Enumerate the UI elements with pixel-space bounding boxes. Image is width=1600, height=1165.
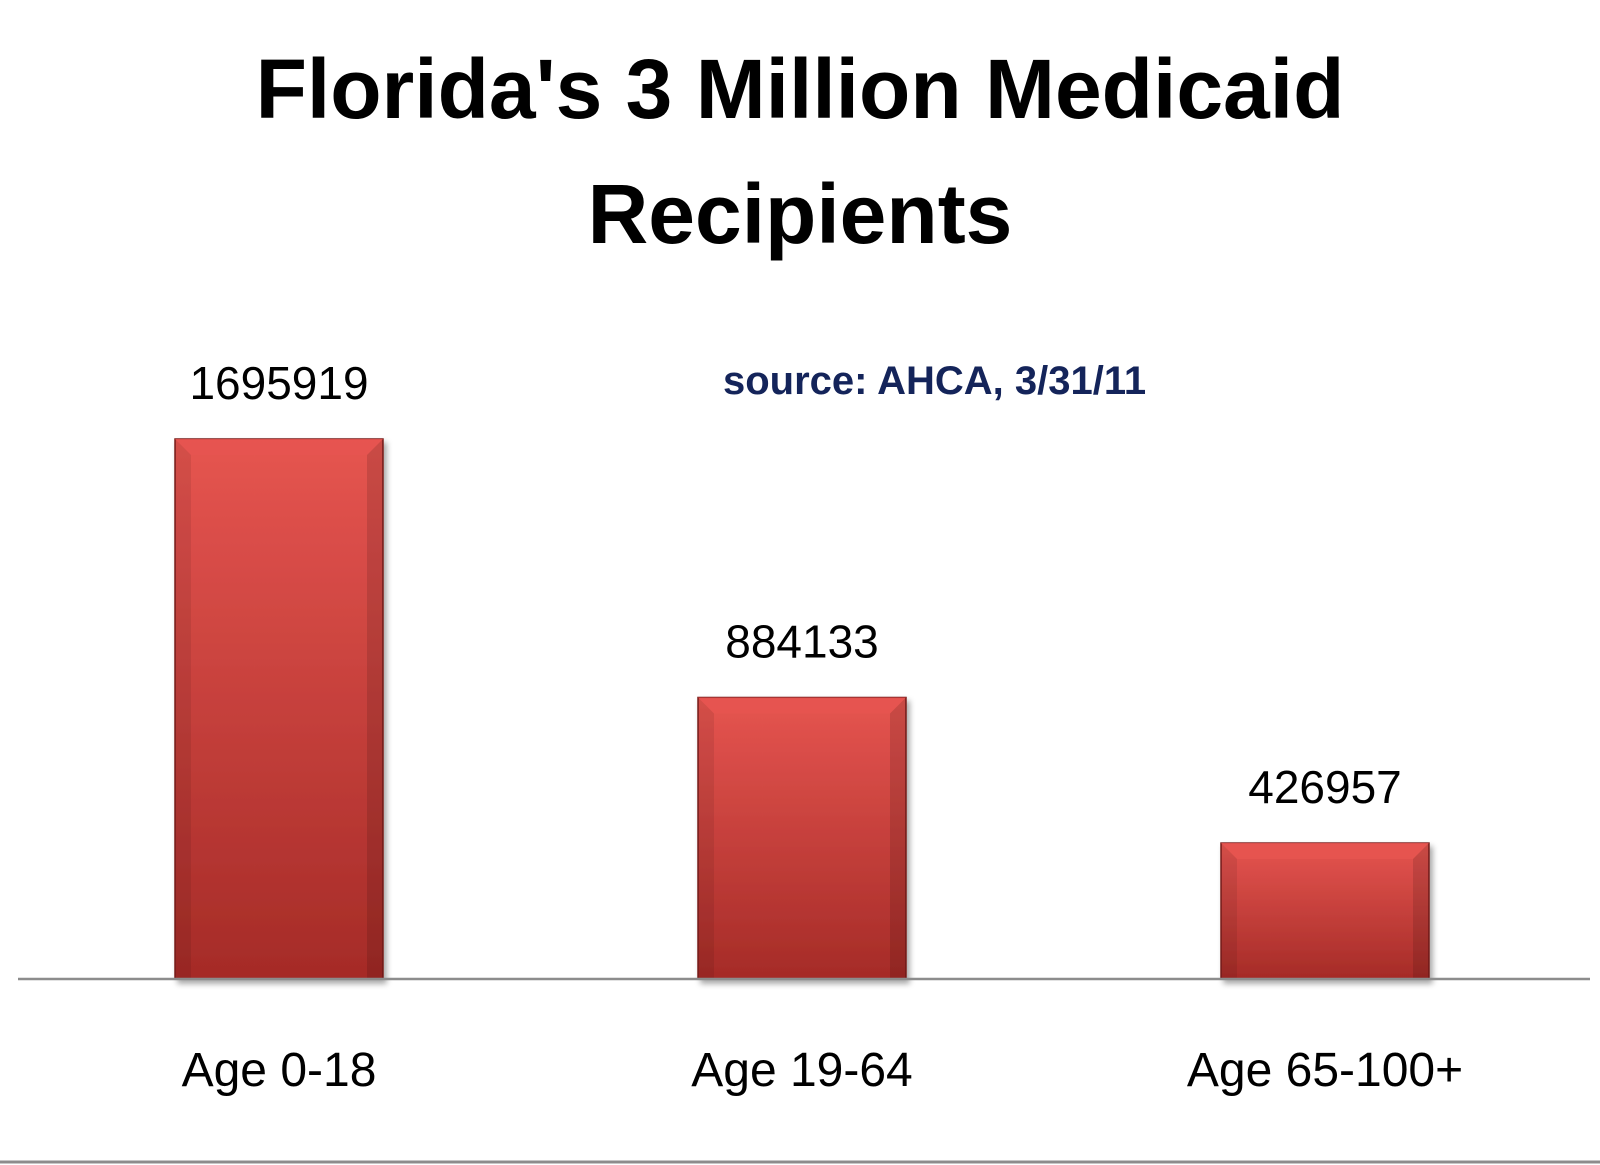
bar-3: [1220, 842, 1430, 980]
bar-side-shade: [1221, 843, 1237, 979]
chart-title-line-1: Florida's 3 Million Medicaid: [256, 42, 1345, 136]
bar-1: [174, 438, 384, 980]
category-label-2: Age 19-64: [691, 1044, 913, 1097]
bar-bevel: [175, 439, 383, 455]
bar-side-shade: [890, 697, 906, 979]
bars-group: [174, 438, 1430, 980]
bar-side-shade: [1413, 843, 1429, 979]
value-label-1: 1695919: [189, 357, 368, 409]
source-annotation: source: AHCA, 3/31/11: [723, 359, 1146, 403]
bar-side-shade: [175, 439, 191, 979]
bar-bevel: [1221, 843, 1429, 860]
bar-body: [1220, 842, 1430, 980]
bar-bevel: [698, 697, 906, 714]
category-labels-group: Age 0-18 Age 19-64 Age 65-100+: [182, 1044, 1464, 1097]
value-labels-group: 1695919 884133 426957: [189, 357, 1401, 813]
chart-title-line-2: Recipients: [588, 167, 1013, 261]
category-label-1: Age 0-18: [182, 1044, 377, 1097]
bar-side-shade: [698, 697, 714, 979]
bar-2: [697, 696, 907, 980]
category-label-3: Age 65-100+: [1187, 1044, 1463, 1097]
bar-side-shade: [367, 439, 383, 979]
bar-body: [697, 696, 907, 980]
value-label-2: 884133: [725, 615, 879, 667]
value-label-3: 426957: [1248, 761, 1402, 813]
bar-body: [174, 438, 384, 980]
